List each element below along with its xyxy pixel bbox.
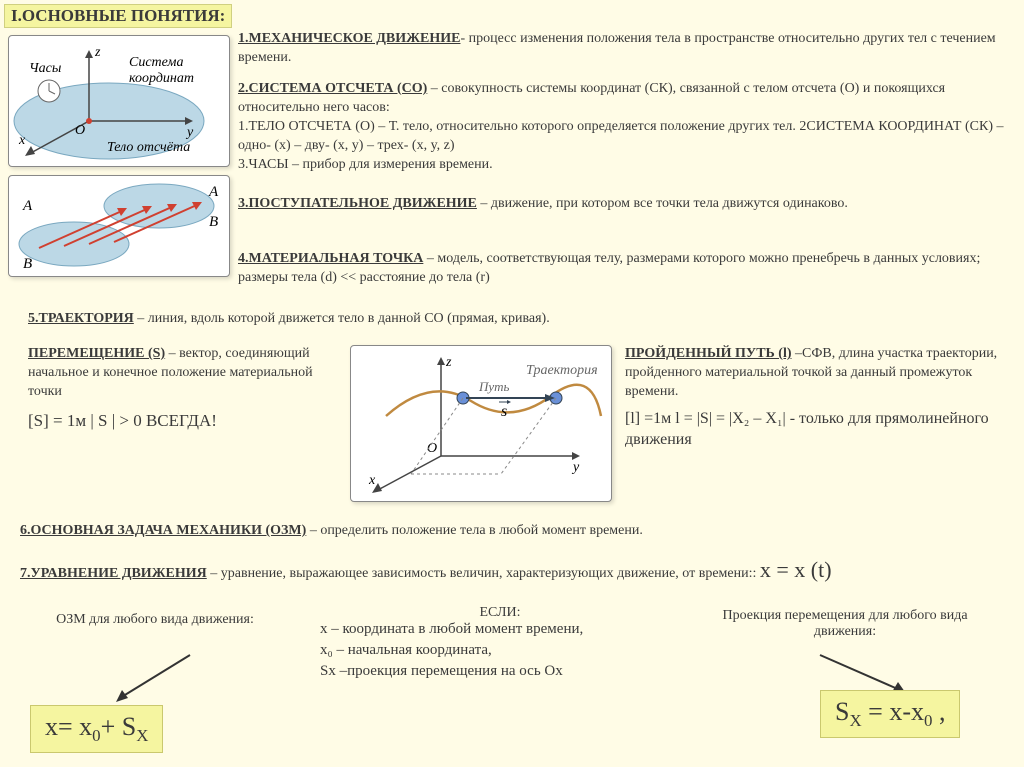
disp-title: ПЕРЕМЕЩЕНИЕ (S) (28, 346, 165, 361)
def-7-title: 7.УРАВНЕНИЕ ДВИЖЕНИЯ (20, 566, 207, 581)
svg-text:координат: координат (129, 71, 194, 86)
figure-trajectory: z y x O s Путь Траектория (350, 345, 612, 502)
svg-text:x: x (18, 133, 26, 148)
cond-3: Sx –проекция перемещения на ось Ox (320, 663, 680, 680)
def-1: 1.МЕХАНИЧЕСКОЕ ДВИЖЕНИЕ- процесс изменен… (238, 30, 1013, 68)
svg-text:x: x (368, 473, 376, 488)
def-6: 6.ОСНОВНАЯ ЗАДАЧА МЕХАНИКИ (ОЗМ) – опред… (20, 522, 1010, 541)
svg-text:B: B (209, 214, 218, 230)
svg-text:O: O (75, 123, 85, 138)
def-3: 3.ПОСТУПАТЕЛЬНОЕ ДВИЖЕНИЕ – движение, пр… (238, 195, 1013, 214)
label-system: Система (129, 55, 183, 70)
svg-text:z: z (445, 355, 452, 370)
svg-text:Путь: Путь (478, 379, 510, 394)
def-3-title: 3.ПОСТУПАТЕЛЬНОЕ ДВИЖЕНИЕ (238, 196, 477, 211)
path-formula: [l] =1м l = |S| = |X₂ – X₁| - только для… (625, 408, 1015, 451)
svg-text:B: B (23, 256, 32, 272)
center-conditions: ЕСЛИ: x – координата в любой момент врем… (320, 605, 680, 680)
def-5: 5.ТРАЕКТОРИЯ – линия, вдоль которой движ… (28, 310, 998, 329)
def-7: 7.УРАВНЕНИЕ ДВИЖЕНИЯ – уравнение, выража… (20, 555, 1010, 585)
svg-text:A: A (208, 184, 219, 200)
path-block: ПРОЙДЕННЫЙ ПУТЬ (l) –СФВ, длина участка … (625, 345, 1015, 451)
coord-svg: Часы Система координат Тело отсчёта z y … (9, 36, 229, 166)
header-text: I.ОСНОВНЫЕ ПОНЯТИЯ: (4, 4, 232, 28)
figure-coordinate-system: Часы Система координат Тело отсчёта z y … (8, 35, 230, 167)
label-body: Тело отсчёта (107, 140, 190, 155)
cond-1: x – координата в любой момент времени, (320, 621, 680, 638)
def-4-title: 4.МАТЕРИАЛЬНАЯ ТОЧКА (238, 251, 423, 266)
svg-text:y: y (185, 125, 194, 140)
ozm-label: ОЗМ для любого вида движения: (40, 612, 270, 628)
def-7-eq: x = x (t) (760, 557, 832, 582)
disp-block: ПЕРЕМЕЩЕНИЕ (S) – вектор, соединяющий на… (28, 345, 338, 433)
svg-text:Траектория: Траектория (526, 363, 598, 378)
cond-2: x₀ – начальная координата, (320, 642, 680, 659)
cond-title: ЕСЛИ: (320, 605, 680, 621)
proj-label: Проекция перемещения для любого вида дви… (700, 608, 990, 640)
def-1-title: 1.МЕХАНИЧЕСКОЕ ДВИЖЕНИЕ (238, 31, 460, 46)
figure-translational: A A B B (8, 175, 230, 277)
svg-text:y: y (571, 460, 580, 475)
svg-text:s: s (501, 403, 507, 420)
path-title: ПРОЙДЕННЫЙ ПУТЬ (l) (625, 346, 792, 361)
def-2-title: 2.СИСТЕМА ОТСЧЕТА (СО) (238, 81, 427, 96)
svg-text:A: A (22, 198, 33, 214)
disp-formula: [S] = 1м | S | > 0 ВСЕГДА! (28, 410, 338, 433)
def-4: 4.МАТЕРИАЛЬНАЯ ТОЧКА – модель, соответст… (238, 250, 1013, 288)
label-clock: Часы (29, 61, 61, 76)
formula-right: SX = x-x0 , (820, 690, 960, 738)
def-2: 2.СИСТЕМА ОТСЧЕТА (СО) – совокупность си… (238, 80, 1013, 174)
formula-left: x= x0+ SX (30, 705, 163, 753)
def-6-title: 6.ОСНОВНАЯ ЗАДАЧА МЕХАНИКИ (ОЗМ) (20, 523, 306, 538)
page-title: I.ОСНОВНЫЕ ПОНЯТИЯ: (4, 4, 232, 28)
svg-text:z: z (94, 45, 101, 60)
def-5-title: 5.ТРАЕКТОРИЯ (28, 311, 134, 326)
